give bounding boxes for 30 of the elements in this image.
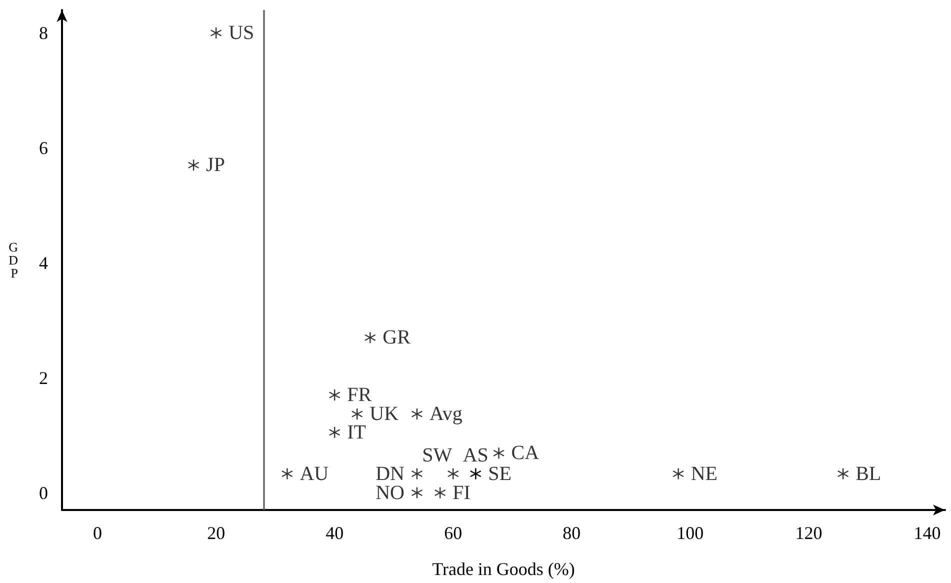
x-tick-label: 20 xyxy=(207,523,226,543)
data-label: US xyxy=(228,22,254,44)
y-tick-label: 6 xyxy=(39,138,48,158)
x-tick-label: 0 xyxy=(93,523,102,543)
data-label: AS xyxy=(462,444,488,466)
x-tick-label: 80 xyxy=(562,523,581,543)
data-label: NE xyxy=(690,462,718,485)
data-label: Avg xyxy=(429,403,462,426)
y-tick-label: 0 xyxy=(39,482,48,503)
data-label: FR xyxy=(347,384,372,406)
data-label: SW xyxy=(422,444,452,466)
y-tick-label: 8 xyxy=(39,22,48,43)
data-label: IT xyxy=(347,421,366,444)
x-tick-label: 120 xyxy=(795,523,822,543)
x-tick-label: 40 xyxy=(326,523,344,543)
data-label: BL xyxy=(856,462,882,485)
data-label: GR xyxy=(382,326,412,349)
data-label: UK xyxy=(370,403,400,426)
data-label: SE xyxy=(488,462,512,485)
data-label: CA xyxy=(511,442,540,464)
x-tick-label: 100 xyxy=(676,523,704,543)
y-tick-label: 2 xyxy=(39,368,48,388)
y-axis-title: GDP xyxy=(8,240,18,280)
data-label: JP xyxy=(206,154,225,176)
x-tick-label: 140 xyxy=(914,523,941,543)
x-axis-title: Trade in Goods (%) xyxy=(432,559,575,579)
y-tick-label: 4 xyxy=(39,252,48,273)
data-label: FI xyxy=(452,482,470,504)
data-label: AU xyxy=(300,462,330,485)
x-tick-label: 60 xyxy=(444,523,462,543)
